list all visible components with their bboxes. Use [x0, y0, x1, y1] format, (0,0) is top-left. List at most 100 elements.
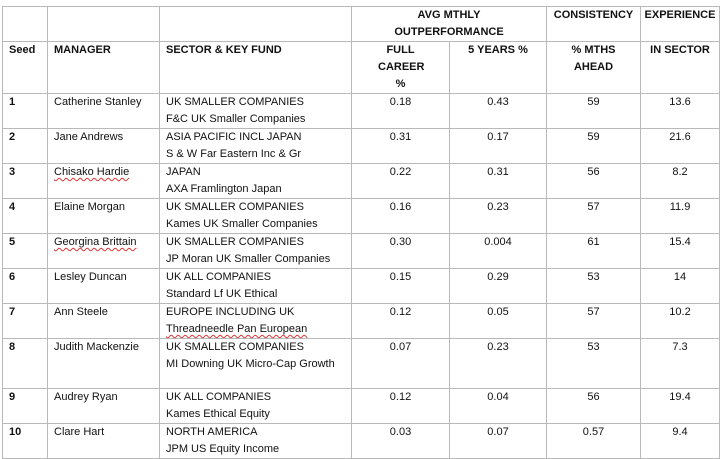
- seed-cell: 1: [2, 93, 48, 129]
- table-row: 7 Ann Steele EUROPE INCLUDING UK Threadne…: [2, 303, 721, 339]
- manager-cell: Clare Hart: [47, 423, 160, 459]
- experience-header: EXPERIENCE: [640, 6, 721, 42]
- experience-cell: 7.3: [640, 338, 721, 389]
- full-career-cell: 0.12: [351, 388, 450, 424]
- key-fund: MI Downing UK Micro-Cap Growth: [166, 358, 335, 370]
- sector-name: UK ALL COMPANIES: [166, 391, 272, 403]
- manager-cell: Elaine Morgan: [47, 198, 160, 234]
- manager-cell: Catherine Stanley: [47, 93, 160, 129]
- five-years-cell: 0.23: [448, 198, 548, 234]
- sector-cell: UK SMALLER COMPANIES MI Downing UK Micro-…: [159, 338, 352, 389]
- sector-cell: UK ALL COMPANIES Kames Ethical Equity: [159, 388, 352, 424]
- col-header-five-years: 5 YEARS %: [448, 41, 548, 94]
- seed-cell: 5: [2, 233, 48, 269]
- table-row: 5 Georgina Brittain UK SMALLER COMPANIES…: [2, 233, 721, 269]
- seed-cell: 9: [2, 388, 48, 424]
- consistency-header: CONSISTENCY: [546, 6, 642, 42]
- sector-cell: UK SMALLER COMPANIES JP Moran UK Smaller …: [159, 233, 352, 269]
- full-career-cell: 0.12: [351, 303, 450, 339]
- manager-cell: Judith Mackenzie: [47, 338, 160, 389]
- full-career-cell: 0.16: [351, 198, 450, 234]
- sector-cell: UK SMALLER COMPANIES Kames UK Smaller Com…: [159, 198, 352, 234]
- sector-name: EUROPE INCLUDING UK: [166, 306, 295, 318]
- full-career-cell: 0.07: [351, 338, 450, 389]
- table-row: 1 Catherine Stanley UK SMALLER COMPANIES…: [2, 93, 721, 129]
- fund-manager-table: AVG MTHLY OUTPERFORMANCE CONSISTENCY EXP…: [2, 6, 721, 459]
- five-years-cell: 0.05: [448, 303, 548, 339]
- key-fund: AXA Framlington Japan: [166, 183, 282, 195]
- sector-cell: JAPAN AXA Framlington Japan: [159, 163, 352, 199]
- full-career-cell: 0.15: [351, 268, 450, 304]
- seed-cell: 6: [2, 268, 48, 304]
- sector-cell: UK ALL COMPANIES Standard Lf UK Ethical: [159, 268, 352, 304]
- manager-cell: Lesley Duncan: [47, 268, 160, 304]
- sector-name: ASIA PACIFIC INCL JAPAN: [166, 131, 302, 143]
- full-career-cell: 0.22: [351, 163, 450, 199]
- sector-name: UK SMALLER COMPANIES: [166, 201, 304, 213]
- mths-ahead-cell: 53: [546, 338, 642, 389]
- manager-cell: Jane Andrews: [47, 128, 160, 164]
- seed-cell: 2: [2, 128, 48, 164]
- col-header-in-sector: IN SECTOR: [640, 41, 721, 94]
- sector-name: UK SMALLER COMPANIES: [166, 96, 304, 108]
- sector-name: UK ALL COMPANIES: [166, 271, 272, 283]
- key-fund: Kames UK Smaller Companies: [166, 218, 318, 230]
- five-years-cell: 0.07: [448, 423, 548, 459]
- mths-ahead-cell: 61: [546, 233, 642, 269]
- sector-cell: NORTH AMERICA JPM US Equity Income: [159, 423, 352, 459]
- sector-cell: EUROPE INCLUDING UK Threadneedle Pan Euro…: [159, 303, 352, 339]
- full-career-cell: 0.18: [351, 93, 450, 129]
- col-header-manager: MANAGER: [47, 41, 160, 94]
- header-row-columns: Seed MANAGER SECTOR & KEY FUND FULL CARE…: [2, 41, 721, 94]
- sector-cell: UK SMALLER COMPANIES F&C UK Smaller Compa…: [159, 93, 352, 129]
- experience-cell: 8.2: [640, 163, 721, 199]
- key-fund-text: Threadneedle Pan European: [166, 323, 308, 335]
- col-header-sector: SECTOR & KEY FUND: [159, 41, 352, 94]
- header-row-top: AVG MTHLY OUTPERFORMANCE CONSISTENCY EXP…: [2, 6, 721, 42]
- manager-name: Chisako Hardie: [54, 166, 130, 178]
- mths-ahead-cell: 57: [546, 303, 642, 339]
- sector-name: JAPAN: [166, 166, 201, 178]
- five-years-cell: 0.29: [448, 268, 548, 304]
- sector-name: UK SMALLER COMPANIES: [166, 341, 304, 353]
- manager-cell: Audrey Ryan: [47, 388, 160, 424]
- full-career-cell: 0.30: [351, 233, 450, 269]
- col-header-mths-ahead: % MTHS AHEAD: [546, 41, 642, 94]
- experience-cell: 10.2: [640, 303, 721, 339]
- seed-cell: 7: [2, 303, 48, 339]
- manager-name: Georgina Brittain: [54, 236, 137, 248]
- col-header-seed: Seed: [2, 41, 48, 94]
- key-fund: F&C UK Smaller Companies: [166, 113, 306, 125]
- table-row: 6 Lesley Duncan UK ALL COMPANIES Standard…: [2, 268, 721, 304]
- fund-manager-table-container: AVG MTHLY OUTPERFORMANCE CONSISTENCY EXP…: [2, 6, 721, 459]
- key-fund: S & W Far Eastern Inc & Gr: [166, 148, 302, 160]
- key-fund: JPM US Equity Income: [166, 443, 280, 455]
- mths-ahead-cell: 56: [546, 163, 642, 199]
- key-fund: JP Moran UK Smaller Companies: [166, 253, 331, 265]
- manager-cell: Georgina Brittain: [47, 233, 160, 269]
- experience-cell: 11.9: [640, 198, 721, 234]
- five-years-cell: 0.43: [448, 93, 548, 129]
- table-row: 3 Chisako Hardie JAPAN AXA Framlington Ja…: [2, 163, 721, 199]
- table-row: 8 Judith Mackenzie UK SMALLER COMPANIES M…: [2, 338, 721, 389]
- sector-name: UK SMALLER COMPANIES: [166, 236, 304, 248]
- experience-cell: 14: [640, 268, 721, 304]
- experience-cell: 21.6: [640, 128, 721, 164]
- table-row: 10 Clare Hart NORTH AMERICA JPM US Equity…: [2, 423, 721, 459]
- five-years-cell: 0.17: [448, 128, 548, 164]
- sector-cell: ASIA PACIFIC INCL JAPAN S & W Far Eastern…: [159, 128, 352, 164]
- full-career-cell: 0.03: [351, 423, 450, 459]
- seed-cell: 10: [2, 423, 48, 459]
- key-fund: Threadneedle Pan European: [166, 321, 351, 338]
- table-row: 2 Jane Andrews ASIA PACIFIC INCL JAPAN S …: [2, 128, 721, 164]
- five-years-cell: 0.31: [448, 163, 548, 199]
- mths-ahead-cell: 59: [546, 128, 642, 164]
- table-row: 4 Elaine Morgan UK SMALLER COMPANIES Kame…: [2, 198, 721, 234]
- mths-ahead-cell: 56: [546, 388, 642, 424]
- seed-cell: 3: [2, 163, 48, 199]
- manager-cell: Chisako Hardie: [47, 163, 160, 199]
- key-fund: Standard Lf UK Ethical: [166, 288, 278, 300]
- manager-cell: Ann Steele: [47, 303, 160, 339]
- mths-ahead-cell: 53: [546, 268, 642, 304]
- experience-cell: 13.6: [640, 93, 721, 129]
